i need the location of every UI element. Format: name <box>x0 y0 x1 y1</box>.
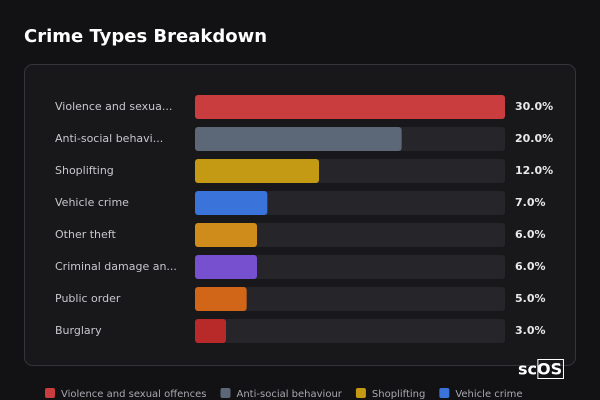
bar <box>195 287 247 311</box>
legend-swatch <box>355 388 366 398</box>
bar <box>195 159 319 183</box>
legend-label: Anti-social behaviour <box>237 389 343 400</box>
bar <box>195 223 257 247</box>
legend-label: Violence and sexual offences <box>61 389 207 400</box>
bar <box>195 191 268 215</box>
watermark: scOS <box>518 360 562 379</box>
category-label: Public order <box>55 292 121 305</box>
value-label: 6.0% <box>515 260 546 273</box>
value-label: 12.0% <box>515 164 553 177</box>
category-label: Violence and sexua... <box>55 100 172 113</box>
bar-track <box>195 191 505 215</box>
legend-label: Vehicle crime <box>455 389 522 400</box>
chart-title: Crime Types Breakdown <box>24 26 267 47</box>
category-label: Shoplifting <box>55 164 114 177</box>
value-label: 6.0% <box>515 228 546 241</box>
bar-track <box>195 319 505 343</box>
bar-track <box>195 255 505 279</box>
legend-swatch <box>45 388 55 398</box>
category-label: Vehicle crime <box>55 196 129 209</box>
watermark-box <box>537 359 564 379</box>
bar <box>195 319 226 343</box>
bar-track <box>195 287 505 311</box>
legend-swatch <box>439 388 450 398</box>
bar <box>195 127 402 151</box>
value-label: 3.0% <box>515 324 546 337</box>
bar <box>195 255 257 279</box>
legend-swatch <box>220 388 231 398</box>
category-label: Other theft <box>55 228 116 241</box>
category-label: Burglary <box>55 324 102 337</box>
value-label: 20.0% <box>515 132 553 145</box>
value-label: 7.0% <box>515 196 546 209</box>
legend-label: Shoplifting <box>372 389 425 400</box>
category-label: Anti-social behavi... <box>55 132 163 145</box>
bar <box>195 95 505 119</box>
value-label: 5.0% <box>515 292 546 305</box>
bar-track <box>195 223 505 247</box>
value-label: 30.0% <box>515 100 553 113</box>
category-label: Criminal damage an... <box>55 260 177 273</box>
